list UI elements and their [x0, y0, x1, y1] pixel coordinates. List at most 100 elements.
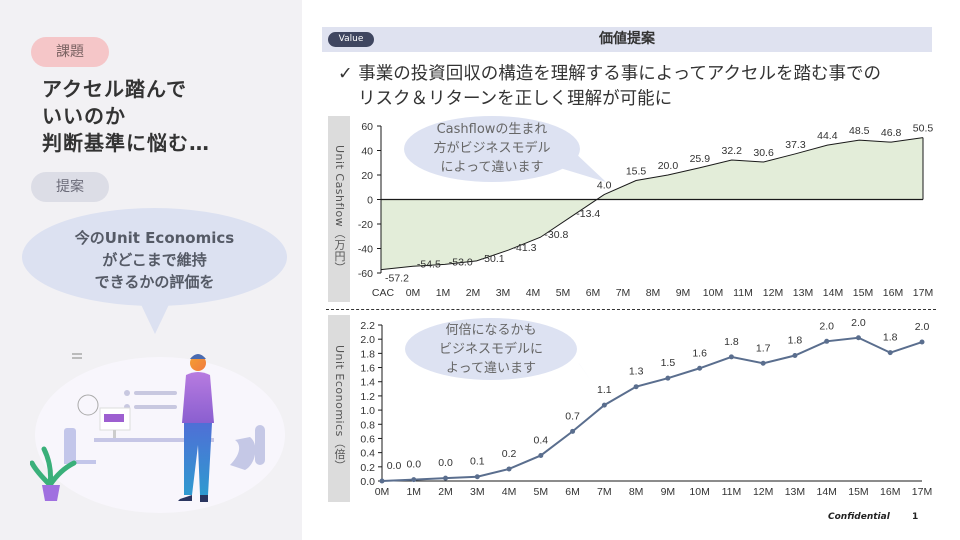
- svg-text:-20: -20: [358, 219, 373, 231]
- svg-text:1.8: 1.8: [724, 336, 739, 348]
- svg-text:0.2: 0.2: [360, 462, 375, 474]
- svg-text:1.6: 1.6: [360, 363, 375, 375]
- svg-text:1.4: 1.4: [360, 377, 375, 389]
- confidential-label: Confidential: [828, 512, 890, 522]
- svg-text:8M: 8M: [629, 486, 644, 498]
- svg-text:5M: 5M: [556, 287, 571, 299]
- cashflow-ylabel-box: Unit Cashflow（万円）: [328, 116, 350, 302]
- ue-ylabel: Unit Economics（倍）: [333, 345, 346, 472]
- svg-text:-13.4: -13.4: [576, 208, 600, 220]
- svg-text:4M: 4M: [502, 486, 517, 498]
- speech-bubble-tail: [137, 296, 173, 334]
- svg-text:8M: 8M: [646, 287, 661, 299]
- svg-text:13M: 13M: [793, 287, 813, 299]
- svg-text:12M: 12M: [763, 287, 783, 299]
- svg-text:-54.5: -54.5: [417, 258, 441, 270]
- ue-ylabel-box: Unit Economics（倍）: [328, 315, 350, 502]
- svg-text:0.4: 0.4: [534, 434, 549, 446]
- ue-line: [381, 336, 923, 482]
- svg-text:37.3: 37.3: [785, 139, 806, 151]
- svg-text:1M: 1M: [406, 486, 421, 498]
- svg-text:2M: 2M: [438, 486, 453, 498]
- page-number: 1: [912, 512, 919, 522]
- svg-text:-57.2: -57.2: [385, 273, 409, 285]
- svg-text:1M: 1M: [436, 287, 451, 299]
- svg-text:6M: 6M: [586, 287, 601, 299]
- svg-text:1.7: 1.7: [756, 342, 771, 354]
- issue-tag: 課題: [31, 37, 109, 67]
- svg-text:48.5: 48.5: [849, 125, 870, 137]
- svg-text:16M: 16M: [880, 486, 900, 498]
- svg-text:1.3: 1.3: [629, 366, 644, 378]
- svg-text:1.6: 1.6: [692, 347, 707, 359]
- svg-text:5M: 5M: [534, 486, 549, 498]
- note-line: によって違います: [440, 160, 544, 175]
- note-line: ビジネスモデルに: [438, 342, 543, 357]
- svg-text:9M: 9M: [676, 287, 691, 299]
- svg-text:1.8: 1.8: [788, 334, 803, 346]
- svg-text:17M: 17M: [913, 287, 933, 299]
- proposal-line: できるかの評価を: [94, 273, 215, 291]
- svg-text:0M: 0M: [375, 486, 390, 498]
- svg-text:20.0: 20.0: [658, 160, 679, 172]
- svg-text:0.2: 0.2: [502, 448, 517, 460]
- note-line: Cashflowの生まれ: [436, 122, 548, 137]
- svg-text:CAC: CAC: [372, 287, 395, 299]
- cashflow-ylabel: Unit Cashflow（万円）: [333, 144, 346, 274]
- svg-text:11M: 11M: [722, 486, 742, 498]
- proposal-line: がどこまで維持: [102, 251, 207, 269]
- svg-text:11M: 11M: [733, 287, 753, 299]
- svg-text:20: 20: [361, 170, 373, 182]
- svg-text:-50.1: -50.1: [481, 253, 505, 265]
- check-icon: ✓: [338, 64, 353, 84]
- svg-text:2.0: 2.0: [915, 321, 930, 333]
- headline-line: アクセル踏んで: [42, 77, 187, 101]
- note-line: 何倍になるかも: [445, 323, 537, 338]
- svg-text:10M: 10M: [689, 486, 709, 498]
- svg-text:-41.3: -41.3: [513, 242, 537, 254]
- svg-text:0: 0: [367, 195, 373, 207]
- proposal-tag: 提案: [31, 172, 109, 202]
- value-header-bar: 価値提案 Value: [322, 27, 932, 52]
- svg-text:46.8: 46.8: [881, 127, 902, 139]
- note-line: 方がビジネスモデル: [433, 141, 551, 156]
- svg-text:1.8: 1.8: [360, 348, 375, 360]
- svg-text:25.9: 25.9: [690, 153, 711, 165]
- svg-text:0.0: 0.0: [360, 476, 375, 488]
- svg-text:0.6: 0.6: [360, 433, 375, 445]
- svg-text:40: 40: [361, 146, 373, 158]
- svg-text:3M: 3M: [470, 486, 485, 498]
- svg-text:0.4: 0.4: [360, 448, 375, 460]
- svg-text:15.5: 15.5: [626, 166, 647, 178]
- proposal-line: 今のUnit Economics: [74, 229, 235, 247]
- cashflow-note-bubble: [404, 116, 580, 182]
- svg-text:44.4: 44.4: [817, 130, 838, 142]
- svg-text:50.5: 50.5: [913, 123, 934, 135]
- svg-text:2M: 2M: [466, 287, 481, 299]
- note-line: よって違います: [446, 361, 536, 376]
- svg-text:2.0: 2.0: [360, 334, 375, 346]
- cashflow-area: [381, 137, 923, 270]
- svg-text:0.0: 0.0: [387, 460, 402, 472]
- value-pill: Value: [328, 32, 374, 47]
- value-line-2: リスク＆リターンを正しく理解が可能に: [358, 89, 673, 109]
- svg-text:0.7: 0.7: [565, 410, 580, 422]
- svg-text:2.2: 2.2: [360, 320, 375, 332]
- chart-divider: [326, 309, 936, 310]
- svg-text:-53.0: -53.0: [449, 256, 473, 268]
- svg-text:0.0: 0.0: [438, 457, 453, 469]
- value-statement: ✓ 事業の投資回収の構造を理解する事によってアクセルを踏む事での リスク＆リター…: [338, 62, 881, 112]
- svg-text:0.1: 0.1: [470, 456, 485, 468]
- svg-text:2.0: 2.0: [819, 320, 834, 332]
- proposal-text: 今のUnit Economics がどこまで維持 できるかの評価を: [22, 227, 287, 293]
- headline-line: 判断基準に悩む…: [42, 131, 210, 155]
- value-header-title: 価値提案: [599, 31, 655, 47]
- headline-line: いいのか: [42, 104, 126, 128]
- cashflow-note: Cashflowの生まれ 方がビジネスモデル によって違います: [404, 120, 580, 177]
- svg-text:17M: 17M: [912, 486, 932, 498]
- svg-text:15M: 15M: [848, 486, 868, 498]
- value-line-1: 事業の投資回収の構造を理解する事によってアクセルを踏む事での: [358, 64, 881, 84]
- svg-text:1.1: 1.1: [597, 384, 612, 396]
- svg-text:10M: 10M: [703, 287, 723, 299]
